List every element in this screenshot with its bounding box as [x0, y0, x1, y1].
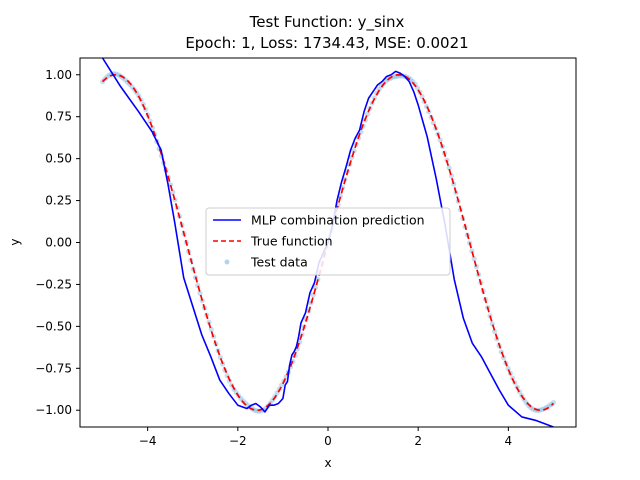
y-tick-label: 0.25 [45, 194, 72, 208]
test-data-point [537, 407, 543, 413]
legend-label-prediction: MLP combination prediction [251, 213, 425, 228]
test-data-point [197, 290, 203, 296]
test-data-point [147, 118, 153, 124]
test-data-point [469, 248, 475, 254]
x-tick-label: 2 [414, 434, 422, 448]
legend-label-test-data: Test data [250, 255, 308, 270]
series-true-function [101, 73, 555, 412]
test-data-point [310, 292, 316, 298]
test-data-point [371, 95, 378, 101]
test-data-point [351, 148, 357, 154]
legend: MLP combination prediction True function… [205, 207, 451, 276]
test-data-point [528, 405, 534, 411]
y-tick-label: −1.00 [35, 403, 72, 417]
test-data-point [501, 355, 507, 361]
x-axis-label: x [324, 456, 331, 470]
y-tick-label: 0.00 [45, 236, 72, 250]
test-data-point [446, 165, 452, 171]
test-data-point [124, 79, 131, 85]
legend-box [205, 207, 451, 276]
legend-label-true-function: True function [250, 234, 333, 249]
y-axis-label: y [8, 238, 22, 245]
test-data-point [410, 79, 416, 85]
y-tick-label: 0.75 [45, 110, 72, 124]
data-layer [99, 58, 557, 427]
test-data-point [242, 400, 248, 406]
test-data-point [539, 406, 545, 413]
test-data-point [505, 365, 511, 371]
test-data-point [491, 328, 498, 335]
test-data-point [167, 182, 174, 188]
y-axis: 1.00 0.75 0.50 0.25 0.00 −0.25 −0.50 −0.75 −1.00 [35, 68, 80, 417]
x-tick-label: −2 [229, 434, 247, 448]
x-axis: −4 −2 0 2 4 [139, 427, 512, 448]
test-data-point [530, 406, 536, 412]
chart-subtitle: Epoch: 1, Loss: 1734.43, MSE: 0.0021 [185, 34, 468, 52]
plot-area [99, 58, 557, 427]
y-tick-label: 0.50 [45, 152, 72, 166]
test-data-point [376, 86, 382, 93]
y-tick-label: 1.00 [45, 68, 72, 82]
y-tick-label: −0.25 [35, 277, 72, 291]
legend-swatch-test-data [224, 259, 230, 265]
test-data-point [312, 284, 319, 290]
x-tick-label: 4 [505, 434, 513, 448]
x-tick-label: −4 [139, 434, 157, 448]
chart-title: Test Function: y_sinx [249, 13, 405, 32]
y-tick-label: −0.75 [35, 361, 72, 375]
y-tick-label: −0.50 [35, 319, 72, 333]
x-tick-label: 0 [324, 434, 332, 448]
